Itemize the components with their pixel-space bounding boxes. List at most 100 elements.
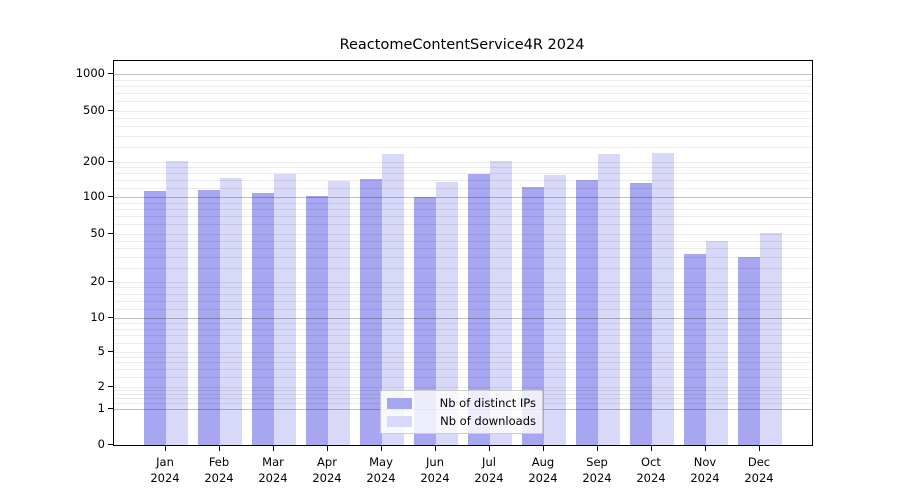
x-tick-mark — [165, 446, 166, 451]
x-tick-month: Jul — [482, 455, 496, 469]
x-tick-label: Mar 2024 — [246, 455, 300, 486]
x-tick-month: Feb — [208, 455, 230, 469]
x-tick-label: May 2024 — [354, 455, 408, 486]
grid-line-minor — [114, 241, 812, 242]
x-tick-year: 2024 — [636, 470, 666, 485]
grid-line-minor — [114, 329, 812, 330]
x-tick-label: Jun 2024 — [408, 455, 462, 486]
grid-line-minor — [114, 357, 812, 358]
grid-line-minor — [114, 93, 812, 94]
grid-line-minor — [114, 188, 812, 189]
x-tick-mark — [435, 446, 436, 451]
y-tick-label: 20 — [90, 273, 105, 288]
grid-line-minor — [114, 352, 812, 353]
grid-line-minor — [114, 248, 812, 249]
bar-distinct-ips — [198, 189, 220, 445]
plot-area — [113, 60, 813, 446]
grid-line-minor — [114, 323, 812, 324]
x-tick-mark — [381, 446, 382, 451]
x-tick-month: Aug — [531, 455, 555, 469]
y-tick-label: 50 — [90, 225, 105, 240]
bar-distinct-ips — [414, 197, 436, 445]
grid-line-major — [114, 74, 812, 75]
y-tick-mark — [108, 386, 113, 387]
grid-line-minor — [114, 294, 812, 295]
x-tick-year: 2024 — [150, 470, 180, 485]
grid-line-minor — [114, 101, 812, 102]
bar-distinct-ips — [360, 178, 382, 445]
x-tick-year: 2024 — [474, 470, 504, 485]
bar-distinct-ips — [252, 193, 274, 445]
grid-line-major — [114, 197, 812, 198]
grid-line-minor — [114, 167, 812, 168]
x-tick-mark — [219, 446, 220, 451]
grid-line-minor — [114, 362, 812, 363]
x-tick-month: May — [369, 455, 393, 469]
grid-line-minor — [114, 377, 812, 378]
grid-line-minor — [114, 203, 812, 204]
grid-line-minor — [114, 216, 812, 217]
y-tick-label: 0 — [97, 436, 105, 451]
chart-title: ReactomeContentService4R 2024 — [339, 37, 585, 53]
x-tick-label: Oct 2024 — [624, 455, 678, 486]
bar-downloads — [274, 173, 296, 445]
grid-line-minor — [114, 268, 812, 269]
x-tick-year: 2024 — [582, 470, 612, 485]
y-tick-mark — [108, 444, 113, 445]
grid-line-minor — [114, 282, 812, 283]
bar-distinct-ips — [144, 191, 166, 445]
x-tick-year: 2024 — [528, 470, 558, 485]
x-tick-year: 2024 — [204, 470, 234, 485]
legend-label-downloads: Nb of downloads — [440, 414, 536, 428]
grid-line-minor — [114, 136, 812, 137]
bar-downloads — [328, 181, 350, 445]
grid-line-minor — [114, 257, 812, 258]
x-tick-label: Jan 2024 — [138, 455, 192, 486]
grid-line-minor — [114, 234, 812, 235]
grid-line-minor — [114, 173, 812, 174]
y-tick-label: 200 — [83, 153, 105, 168]
y-tick-mark — [108, 196, 113, 197]
y-tick-mark — [108, 281, 113, 282]
y-tick-mark — [108, 233, 113, 234]
grid-line-minor — [114, 80, 812, 81]
bar-downloads — [382, 153, 404, 445]
bar-distinct-ips — [630, 182, 652, 445]
bar-downloads — [436, 182, 458, 445]
x-tick-label: Apr 2024 — [300, 455, 354, 486]
y-tick-mark — [108, 351, 113, 352]
bar-distinct-ips — [576, 180, 598, 445]
bar-downloads — [166, 160, 188, 445]
x-tick-label: Dec 2024 — [732, 455, 786, 486]
x-tick-year: 2024 — [258, 470, 288, 485]
y-tick-label: 2 — [97, 378, 105, 393]
bar-distinct-ips — [684, 254, 706, 445]
x-tick-mark — [543, 446, 544, 451]
bar-downloads — [490, 161, 512, 445]
y-tick-mark — [108, 161, 113, 162]
y-tick-label: 1 — [97, 400, 105, 415]
grid-line-minor — [114, 335, 812, 336]
grid-line-major — [114, 318, 812, 319]
legend-swatch-downloads — [387, 415, 412, 427]
bar-distinct-ips — [306, 196, 328, 445]
bar-distinct-ips — [522, 187, 544, 445]
x-tick-month: Nov — [693, 455, 717, 469]
y-tick-mark — [108, 408, 113, 409]
x-tick-month: Dec — [747, 455, 771, 469]
x-tick-mark — [489, 446, 490, 451]
grid-line-minor — [114, 287, 812, 288]
x-tick-month: Apr — [317, 455, 337, 469]
x-tick-label: Aug 2024 — [516, 455, 570, 486]
bar-downloads — [544, 174, 566, 445]
y-tick-label: 5 — [97, 343, 105, 358]
x-tick-mark — [327, 446, 328, 451]
x-tick-month: Sep — [586, 455, 608, 469]
bar-downloads — [706, 240, 728, 445]
grid-line-minor — [114, 301, 812, 302]
x-tick-year: 2024 — [366, 470, 396, 485]
x-tick-mark — [597, 446, 598, 451]
grid-line-minor — [114, 309, 812, 310]
x-tick-month: Jan — [156, 455, 174, 469]
